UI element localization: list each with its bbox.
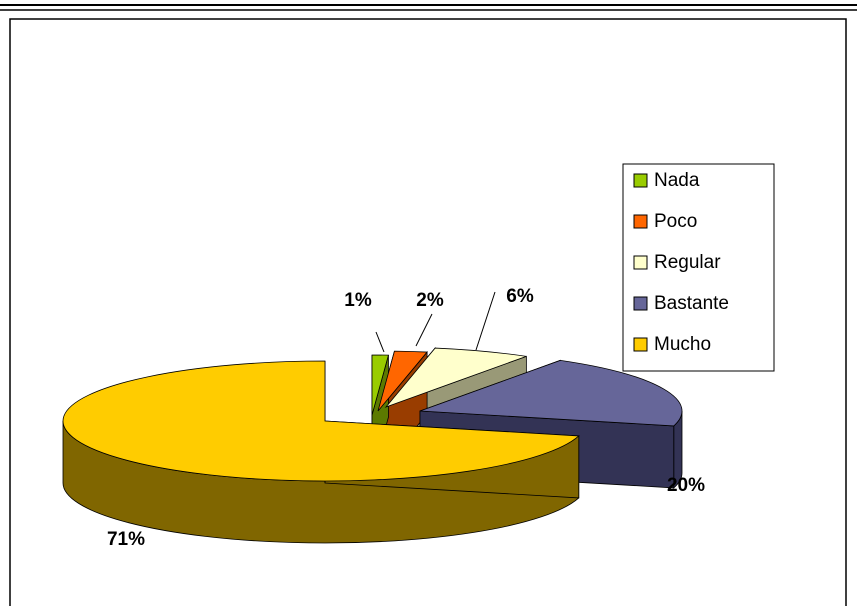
slice-nada <box>371 354 389 416</box>
data-label-bastante: 20% <box>667 475 705 496</box>
legend-swatch-nada <box>633 173 648 188</box>
data-label-regular: 6% <box>506 286 534 307</box>
data-label-mucho: 71% <box>107 529 145 550</box>
legend-swatch-poco <box>633 214 648 229</box>
legend-swatch-mucho <box>633 337 648 352</box>
slice-poco <box>377 350 428 412</box>
legend-label-nada: Nada <box>654 170 700 191</box>
legend-box <box>622 163 775 372</box>
slice-regular <box>384 347 527 408</box>
data-labels: 1% 2% 6% 20% 71% <box>107 286 705 550</box>
leader-line-regular <box>475 291 496 351</box>
leader-lines <box>375 291 496 353</box>
data-label-poco: 2% <box>416 290 444 311</box>
leader-line-nada <box>375 331 385 353</box>
legend-label-bastante: Bastante <box>654 293 729 314</box>
slice-mucho <box>62 360 580 482</box>
pie-slices <box>62 346 683 544</box>
data-label-nada: 1% <box>344 290 372 311</box>
chart-border <box>9 18 847 611</box>
leader-line-poco <box>415 313 433 347</box>
legend: Nada Poco Regular Bastante Mucho <box>622 163 775 372</box>
legend-swatch-bastante <box>633 296 648 311</box>
legend-label-poco: Poco <box>654 211 697 232</box>
slice-bastante <box>419 359 683 427</box>
legend-label-regular: Regular <box>654 252 721 273</box>
legend-swatch-regular <box>633 255 648 270</box>
legend-label-mucho: Mucho <box>654 334 711 355</box>
